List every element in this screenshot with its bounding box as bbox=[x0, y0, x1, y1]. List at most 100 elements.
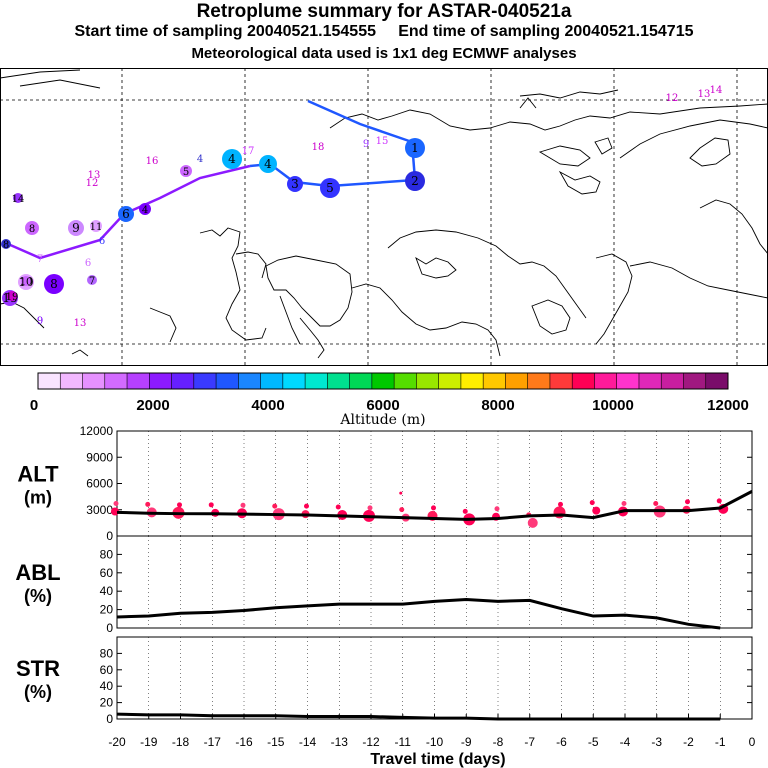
colorbar-swatch bbox=[193, 373, 217, 389]
xtick-label: -4 bbox=[620, 735, 631, 749]
plume-marker: 14 bbox=[12, 193, 24, 205]
xtick-label: -3 bbox=[651, 735, 662, 749]
plume-marker-dot bbox=[405, 171, 425, 191]
end-time-label: End time of sampling 20040521.154715 bbox=[398, 23, 694, 40]
x-axis: -20 -19 -18 -17 -16 -15 -14 -13 -12 -11 -10 -9 -8 -7-… bbox=[108, 714, 756, 768]
plume-marker-label: 9 bbox=[37, 316, 43, 327]
xtick-label: -7 bbox=[524, 735, 535, 749]
xtick-label: -13 bbox=[331, 735, 349, 749]
ytick-label: 0 bbox=[106, 712, 113, 726]
plume-marker: 5 bbox=[180, 165, 192, 178]
plume-marker-dot bbox=[87, 275, 97, 285]
panel-frame bbox=[116, 535, 753, 629]
colorbar-swatch bbox=[616, 373, 640, 389]
plume-marker-label: 8 bbox=[3, 240, 9, 251]
plume-markers: 1234567891011121314151617188765449121314… bbox=[1, 85, 722, 329]
colorbar-swatch bbox=[683, 373, 707, 389]
colorbar-swatch bbox=[549, 373, 573, 389]
plume-marker-label: 13 bbox=[88, 170, 101, 181]
altitude-mark bbox=[399, 507, 405, 513]
plume-marker-dot bbox=[7, 291, 17, 301]
xtick-label: -12 bbox=[362, 735, 380, 749]
series-line bbox=[116, 597, 721, 630]
plume-marker-label: 9 bbox=[363, 139, 369, 150]
colorbar-label: Altitude (m) bbox=[339, 412, 425, 428]
colorbar-swatch bbox=[416, 373, 440, 389]
altitude-colorbar: 0 2000 4000 6000 8000 10000 12000 Altitude (m) bbox=[30, 372, 749, 428]
plume-marker-label: 7 bbox=[37, 254, 43, 265]
colorbar-swatch bbox=[460, 373, 484, 389]
plume-marker: 15 bbox=[376, 136, 389, 147]
altitude-mark bbox=[592, 506, 601, 515]
plume-marker: 2 bbox=[405, 171, 425, 191]
colorbar-swatch bbox=[661, 373, 684, 389]
start-time-label: Start time of sampling 20040521.154555 bbox=[74, 23, 377, 40]
ytick-label: 40 bbox=[100, 584, 114, 598]
colorbar-swatch bbox=[705, 373, 729, 389]
altitude-mark bbox=[558, 501, 563, 507]
plume-marker: 9 bbox=[363, 139, 369, 150]
plume-marker: 13 bbox=[698, 89, 711, 100]
colorbar-swatch bbox=[38, 373, 61, 389]
xtick-label: -20 bbox=[108, 735, 126, 749]
plume-marker: 4 bbox=[222, 149, 242, 169]
plume-marker-label: 8 bbox=[50, 277, 58, 291]
ytick-label: 60 bbox=[100, 566, 114, 580]
met-data-label: Meteorological data used is 1x1 deg ECMW… bbox=[191, 45, 577, 62]
xtick-label: -8 bbox=[493, 735, 504, 749]
altitude-mark bbox=[272, 503, 278, 509]
plume-marker: 6 bbox=[99, 236, 105, 247]
altitude-mark bbox=[494, 506, 500, 512]
plume-marker-label: 3 bbox=[291, 177, 299, 191]
plume-marker: 7 bbox=[87, 275, 97, 287]
x-axis-label: Travel time (days) bbox=[370, 751, 505, 768]
altitude-mark bbox=[462, 508, 468, 514]
plume-marker-dot bbox=[118, 206, 134, 222]
plume-marker-label: 17 bbox=[242, 146, 255, 157]
plume-marker-label: 14 bbox=[710, 85, 723, 96]
plume-marker: 6 bbox=[85, 258, 91, 269]
altitude-mark bbox=[589, 500, 595, 506]
plume-marker-label: 9 bbox=[72, 221, 80, 235]
xtick-label: -10 bbox=[426, 735, 444, 749]
ytick-label: 40 bbox=[100, 679, 114, 693]
plume-marker: 9 bbox=[68, 220, 84, 236]
plume-marker: 3 bbox=[287, 176, 303, 192]
xtick-label: -6 bbox=[556, 735, 567, 749]
colorbar-swatch bbox=[505, 373, 529, 389]
plume-marker-dot bbox=[13, 193, 23, 203]
plume-marker: 10 bbox=[20, 276, 32, 288]
plume-marker-dot bbox=[405, 138, 425, 158]
xtick-label: -19 bbox=[140, 735, 158, 749]
trajectory-lines bbox=[7, 99, 417, 260]
colorbar-swatch bbox=[527, 373, 551, 389]
plume-marker: 1 bbox=[405, 138, 425, 158]
colorbar-swatch bbox=[483, 373, 506, 389]
plume-marker: 5 bbox=[320, 178, 340, 198]
plume-marker: 11 bbox=[90, 220, 102, 233]
colorbar-swatch bbox=[572, 373, 595, 389]
plume-marker-label: 4 bbox=[264, 157, 272, 171]
panel-ylabel: ALT bbox=[17, 462, 59, 487]
plume-marker-label: 6 bbox=[85, 258, 91, 269]
plume-marker-label: 6 bbox=[122, 207, 130, 221]
series-line bbox=[116, 712, 721, 721]
ytick-label: 3000 bbox=[86, 503, 113, 517]
plume-marker: 6 bbox=[118, 206, 134, 222]
altitude-mark bbox=[716, 498, 722, 504]
xtick-label: -9 bbox=[461, 735, 472, 749]
time-series-panels: 030006000900012000ALT(m)020406080ABL(%)0… bbox=[15, 426, 756, 768]
ytick-label: 0 bbox=[106, 621, 113, 635]
plume-marker-label: 4 bbox=[197, 154, 203, 165]
ytick-label: 0 bbox=[106, 529, 113, 543]
xtick-label: -5 bbox=[588, 735, 599, 749]
colorbar-swatch bbox=[82, 373, 106, 389]
panel-ylabel: STR bbox=[16, 656, 60, 681]
altitude-mark bbox=[367, 505, 373, 511]
colorbar-tick-label: 2000 bbox=[136, 397, 169, 414]
colorbar-swatch bbox=[171, 373, 195, 389]
colorbar-tick-label: 8000 bbox=[481, 397, 514, 414]
map-gridlines bbox=[0, 68, 768, 366]
retroplume-map: 1234567891011121314151617188765449121314… bbox=[0, 68, 768, 366]
xtick-label: -15 bbox=[267, 735, 285, 749]
